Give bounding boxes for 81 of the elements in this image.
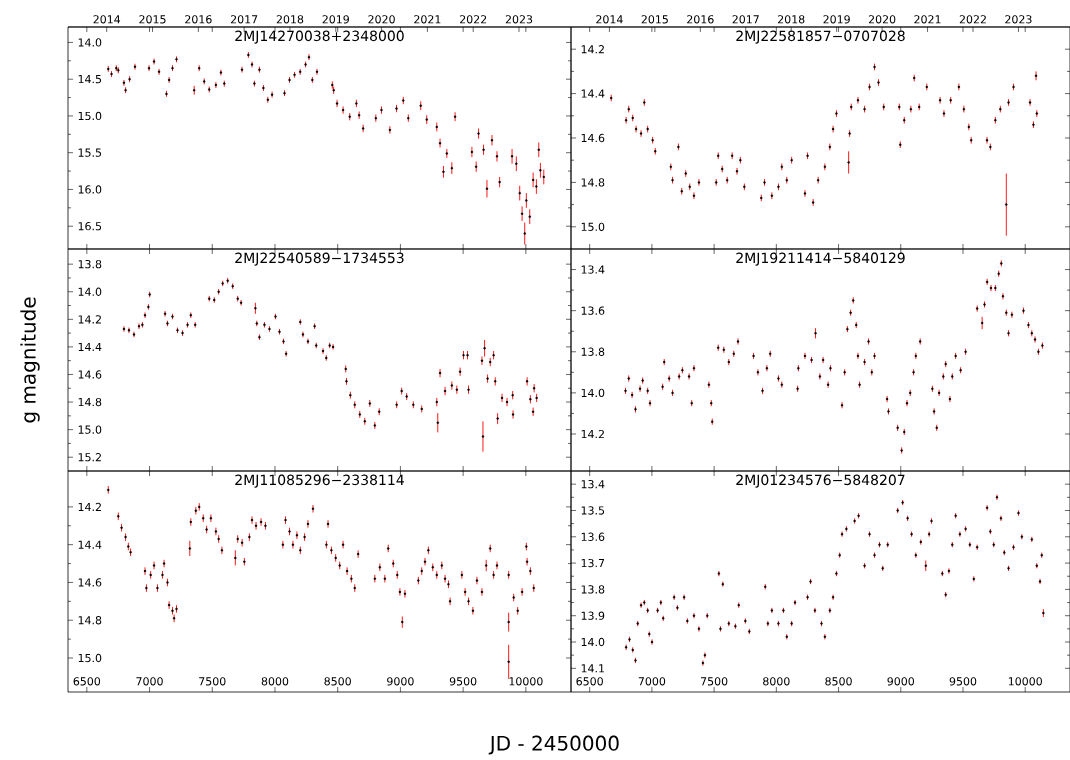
x-tick-label: 9000 [387,677,414,686]
y-tick-label: 14.5 [78,75,102,84]
y-tick-label: 13.6 [581,306,605,315]
y-tick-label: 14.8 [581,178,605,187]
x2-tick-label: 2015 [641,15,668,24]
x2-tick-label: 2017 [230,15,258,24]
y-tick-label: 14.2 [78,502,101,511]
x2-tick-label: 2018 [276,15,304,24]
x2-tick-label: 2014 [93,15,121,24]
y-tick-label: 14.0 [581,388,605,398]
x-tick-label: 7500 [701,677,728,686]
y-tick-label: 14.8 [78,397,102,407]
x2-tick-label: 2023 [505,15,533,24]
y-tick-label: 16.0 [78,185,102,194]
y-tick-label: 15.2 [78,453,101,462]
y-tick-label: 14.2 [581,429,604,439]
x-tick-label: 10000 [509,677,543,686]
y-tick-label: 14.6 [78,578,102,587]
chart-title: 2MJ22540589−1734553 [235,252,404,266]
y-tick-label: 13.5 [581,506,605,515]
y-tick-label: 16.5 [78,222,102,231]
chart-title: 2MJ11085296−2338114 [235,474,404,488]
chart-title: 2MJ19211414−5840129 [736,252,905,266]
y-tick-label: 14.0 [581,637,605,647]
x2-tick-label: 2017 [732,15,759,24]
x-tick-label: 10000 [1008,677,1042,686]
y-tick-label: 13.7 [581,558,605,568]
x2-tick-label: 2019 [823,15,850,24]
chart-title: 2MJ01234576−5848207 [736,474,905,488]
y-tick-label: 13.6 [581,532,605,541]
x-tick-label: 9500 [449,677,477,686]
x-tick-label: 7500 [199,677,226,686]
y-tick-label: 14.0 [78,287,102,296]
x-tick-label: 8500 [324,677,351,686]
x-tick-label: 7000 [136,677,163,686]
y-tick-label: 14.2 [581,45,604,54]
x2-tick-label: 2014 [596,15,623,24]
x2-tick-label: 2023 [1005,15,1032,24]
x2-tick-label: 2022 [959,15,986,24]
x-axis-title: JD - 2450000 [488,735,619,755]
y-tick-label: 14.4 [78,342,102,351]
x-tick-label: 9000 [887,677,915,686]
x2-tick-label: 2018 [778,15,805,24]
x-tick-label: 8000 [763,677,790,686]
y-tick-label: 13.9 [581,611,605,620]
x2-tick-label: 2020 [368,15,395,24]
x2-tick-label: 2016 [687,15,714,24]
y-tick-label: 13.8 [78,260,102,269]
y-tick-label: 13.8 [581,585,605,594]
x-tick-label: 6500 [73,677,101,686]
x-tick-label: 9500 [949,677,977,686]
y-tick-label: 15.0 [78,425,102,434]
chart-title: 2MJ14270038+2348000 [235,30,404,44]
y-tick-label: 13.4 [581,480,605,489]
y-tick-label: 14.6 [581,133,605,143]
y-tick-label: 14.0 [78,38,102,47]
x-tick-label: 8000 [261,677,289,686]
chart-title: 2MJ22581857−0707028 [736,30,905,44]
y-axis-title: g magnitude [20,297,40,423]
y-tick-label: 15.0 [581,222,605,231]
y-tick-label: 13.8 [581,347,605,356]
x2-tick-label: 2016 [185,15,212,24]
y-tick-label: 14.2 [78,315,101,324]
x2-tick-label: 2019 [322,15,349,24]
y-tick-label: 15.0 [78,111,102,121]
x-tick-label: 8500 [825,677,852,686]
y-tick-label: 14.4 [581,89,605,98]
y-tick-label: 15.5 [78,148,102,157]
y-tick-label: 14.8 [78,616,102,625]
y-tick-label: 14.6 [78,370,102,379]
x2-tick-label: 2021 [414,15,441,24]
y-tick-label: 15.0 [78,653,102,663]
y-tick-label: 14.1 [581,664,604,673]
x-tick-label: 7000 [638,677,666,686]
y-tick-label: 13.4 [581,265,605,274]
x2-tick-label: 2021 [914,15,941,24]
x-tick-label: 6500 [576,677,603,686]
x2-tick-label: 2015 [139,15,166,24]
x2-tick-label: 2022 [460,15,487,24]
y-tick-label: 14.4 [78,540,102,549]
x2-tick-label: 2020 [868,15,896,24]
